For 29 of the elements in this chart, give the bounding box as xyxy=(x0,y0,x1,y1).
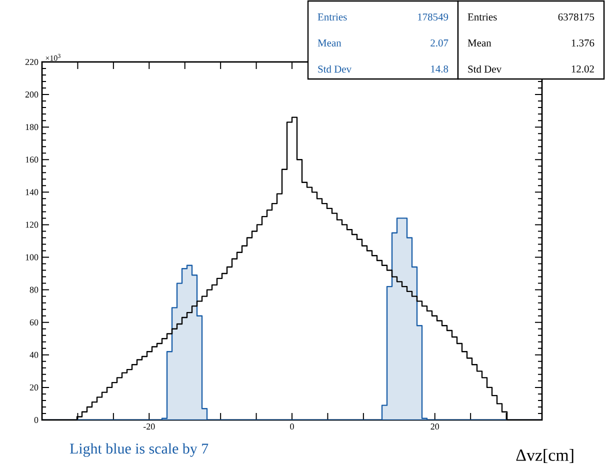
y-tick-label: 60 xyxy=(30,319,38,326)
text: Light blue is scale by 7 xyxy=(70,443,208,457)
y-tick-label: 200 xyxy=(25,92,38,98)
text: 178549 xyxy=(418,13,448,21)
y-tick-label: 40 xyxy=(30,352,38,358)
y-tick-label: 80 xyxy=(30,286,38,293)
annotation: Std Dev xyxy=(318,65,352,73)
text: Entries xyxy=(468,13,497,21)
text: Mean xyxy=(318,40,342,46)
y-tick-label: 120 xyxy=(26,222,38,228)
y-tick-label: 20 xyxy=(30,384,38,390)
y-tick-label: 0 xyxy=(34,416,38,424)
text: Mean xyxy=(468,40,492,46)
text: 1.376 xyxy=(572,39,594,47)
y-tick-label: 140 xyxy=(26,189,38,196)
x-tick-label: -20 xyxy=(144,424,155,430)
y-tick-label: 180 xyxy=(26,124,38,130)
text: 2.07 xyxy=(430,39,448,47)
text: Entries xyxy=(318,13,347,21)
annotation: 14.8 xyxy=(431,65,448,73)
text: 6378175 xyxy=(558,13,594,21)
x-tick-label: 0 xyxy=(290,424,294,430)
text: 12.02 xyxy=(572,65,594,73)
x-tick-label: 20 xyxy=(430,424,439,430)
annotation: Std Dev xyxy=(468,65,502,73)
y-tick-label: 100 xyxy=(26,254,38,260)
y-tick-label: 160 xyxy=(26,156,38,163)
x-axis-title: Δvz[cm] xyxy=(516,448,574,463)
y-tick-label: 220 xyxy=(25,58,38,66)
